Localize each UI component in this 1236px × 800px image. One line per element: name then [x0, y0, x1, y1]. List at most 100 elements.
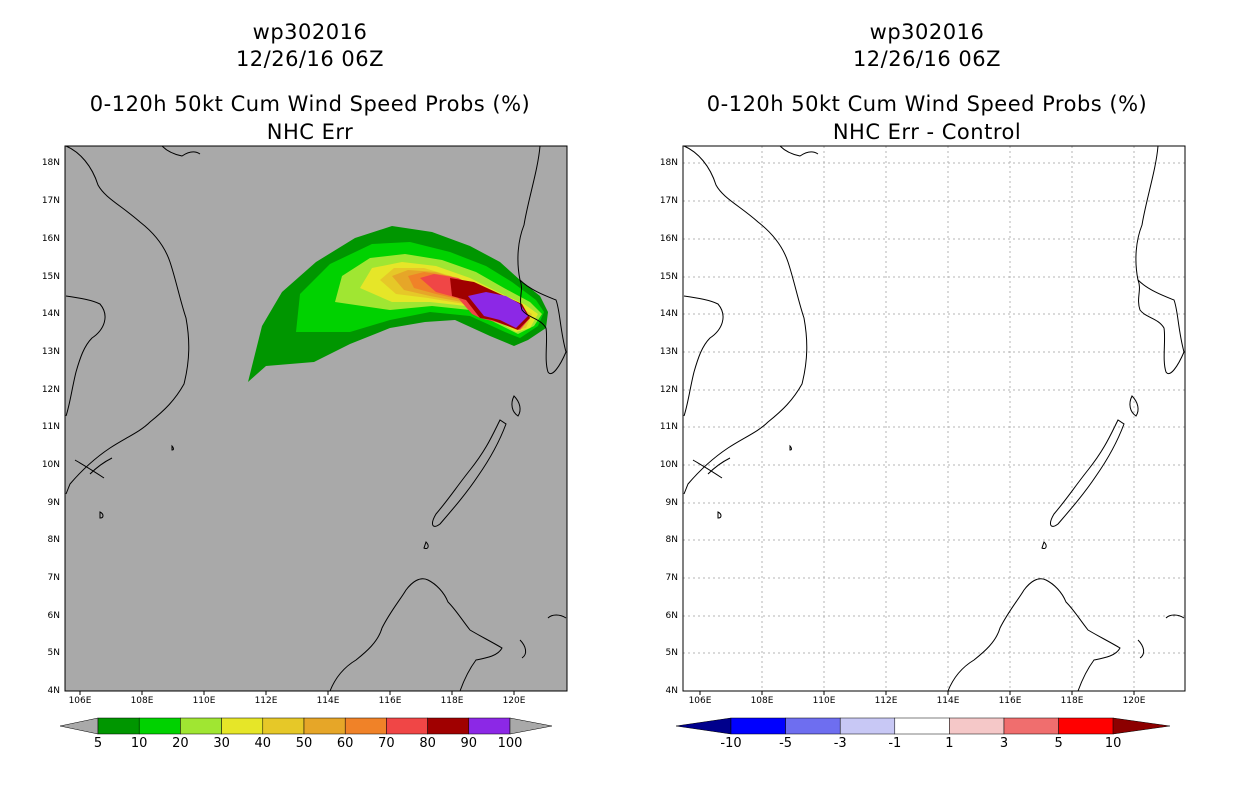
left-colorbar-label-5: 5 [93, 736, 103, 751]
left-colorbar-swatch [386, 717, 428, 735]
right-y-tick-14N: 14N [659, 309, 678, 319]
right-title-product: 0-120h 50kt Cum Wind Speed Probs (%) [706, 92, 1148, 116]
left-colorbar-swatch [138, 717, 181, 735]
left-y-tick-6N: 6N [47, 611, 60, 621]
left-y-tick-16N: 16N [41, 234, 60, 244]
right-colorbar-swatch [894, 717, 950, 735]
left-y-tick-14N: 14N [41, 309, 60, 319]
left-colorbar-label-80: 80 [419, 736, 436, 751]
right-x-tick-110E: 110E [812, 696, 836, 706]
left-x-tick-108E: 108E [130, 696, 154, 706]
left-colorbar-swatch [97, 717, 140, 735]
right-colorbar-swatch [839, 717, 896, 735]
left-title-subtitle: NHC Err [266, 120, 354, 144]
left-colorbar-label-60: 60 [336, 736, 354, 751]
left-x-tick-120E: 120E [502, 696, 526, 706]
right-title-date: 12/26/16 06Z [852, 47, 1002, 71]
right-y-tick-15N: 15N [659, 272, 678, 282]
left-colorbar-label-100: 100 [497, 736, 523, 751]
left-colorbar-swatch [468, 717, 511, 735]
right-colorbar-swatch [785, 717, 841, 735]
right-colorbar-label-10: 10 [1104, 736, 1122, 751]
right-y-tick-5N: 5N [665, 648, 678, 658]
left-x-tick-106E: 106E [68, 696, 92, 706]
left-colorbar-swatch [262, 717, 305, 735]
right-y-tick-10N: 10N [659, 460, 678, 470]
left-title-storm-id: wp302016 [252, 20, 368, 44]
right-map-background [683, 146, 1185, 691]
left-colorbar [59, 717, 553, 735]
right-y-tick-8N: 8N [665, 535, 678, 545]
left-colorbar-label-40: 40 [254, 736, 272, 751]
left-colorbar-swatch [427, 717, 470, 735]
left-colorbar-label-50: 50 [295, 736, 313, 751]
right-y-tick-17N: 17N [659, 196, 678, 206]
left-y-tick-12N: 12N [41, 385, 60, 395]
right-title-subtitle: NHC Err - Control [832, 120, 1022, 144]
left-x-tick-110E: 110E [192, 696, 216, 706]
right-map-panel [682, 145, 1186, 692]
left-y-tick-18N: 18N [41, 158, 60, 168]
right-y-tick-7N: 7N [665, 573, 678, 583]
left-y-tick-5N: 5N [47, 648, 60, 658]
left-map-frame [64, 145, 568, 692]
left-y-tick-9N: 9N [47, 498, 60, 508]
left-map-background [65, 146, 567, 691]
right-colorbar-label-3: 3 [999, 736, 1009, 751]
right-colorbar-swatch [1058, 717, 1114, 735]
left-colorbar-label-30: 30 [213, 736, 230, 751]
right-y-tick-12N: 12N [659, 385, 678, 395]
right-x-tick-116E: 116E [998, 696, 1022, 706]
left-y-tick-7N: 7N [47, 573, 60, 583]
right-colorbar-low-end [675, 717, 732, 735]
left-colorbar-swatch [303, 717, 346, 735]
right-x-tick-108E: 108E [750, 696, 774, 706]
right-colorbar-label--1: -1 [888, 736, 902, 751]
left-y-tick-15N: 15N [41, 272, 60, 282]
right-y-tick-13N: 13N [659, 347, 678, 357]
right-y-tick-18N: 18N [659, 158, 678, 168]
left-y-tick-11N: 11N [41, 422, 60, 432]
right-colorbar [675, 717, 1171, 735]
left-x-tick-116E: 116E [378, 696, 402, 706]
left-y-tick-8N: 8N [47, 535, 60, 545]
left-colorbar-label-70: 70 [378, 736, 395, 751]
right-colorbar-label--10: -10 [720, 736, 742, 751]
left-colorbar-label-20: 20 [172, 736, 189, 751]
left-colorbar-swatch [180, 717, 222, 735]
right-x-tick-106E: 106E [688, 696, 712, 706]
right-colorbar-swatch [949, 717, 1005, 735]
right-colorbar-label-1: 1 [945, 736, 954, 751]
right-x-tick-112E: 112E [874, 696, 898, 706]
left-title-date: 12/26/16 06Z [235, 47, 385, 71]
left-colorbar-swatch [344, 717, 387, 735]
left-x-tick-114E: 114E [316, 696, 340, 706]
left-colorbar-low-end [59, 717, 99, 735]
left-y-tick-17N: 17N [41, 196, 60, 206]
right-colorbar-label--3: -3 [833, 736, 847, 751]
right-map-frame [682, 145, 1186, 692]
right-y-tick-6N: 6N [665, 611, 678, 621]
left-colorbar-label-10: 10 [130, 736, 148, 751]
right-y-tick-16N: 16N [659, 234, 678, 244]
right-y-tick-11N: 11N [659, 422, 678, 432]
left-title-product: 0-120h 50kt Cum Wind Speed Probs (%) [89, 92, 531, 116]
right-x-tick-120E: 120E [1122, 696, 1146, 706]
right-colorbar-label-5: 5 [1054, 736, 1063, 751]
left-y-tick-4N: 4N [47, 686, 60, 696]
right-x-tick-118E: 118E [1060, 696, 1084, 706]
right-gridlines [683, 146, 1185, 691]
right-x-tick-114E: 114E [936, 696, 960, 706]
right-colorbar-swatch [1003, 717, 1059, 735]
left-colorbar-swatch [221, 717, 264, 735]
left-colorbar-label-90: 90 [460, 736, 478, 751]
axis-ticks [79, 691, 1135, 695]
right-colorbar-high-end [1112, 717, 1171, 735]
left-y-tick-10N: 10N [41, 460, 60, 470]
right-title-storm-id: wp302016 [869, 20, 985, 44]
left-x-tick-118E: 118E [440, 696, 464, 706]
left-map-panel [64, 145, 568, 692]
left-y-tick-13N: 13N [41, 347, 60, 357]
left-probability-contours [248, 226, 548, 382]
